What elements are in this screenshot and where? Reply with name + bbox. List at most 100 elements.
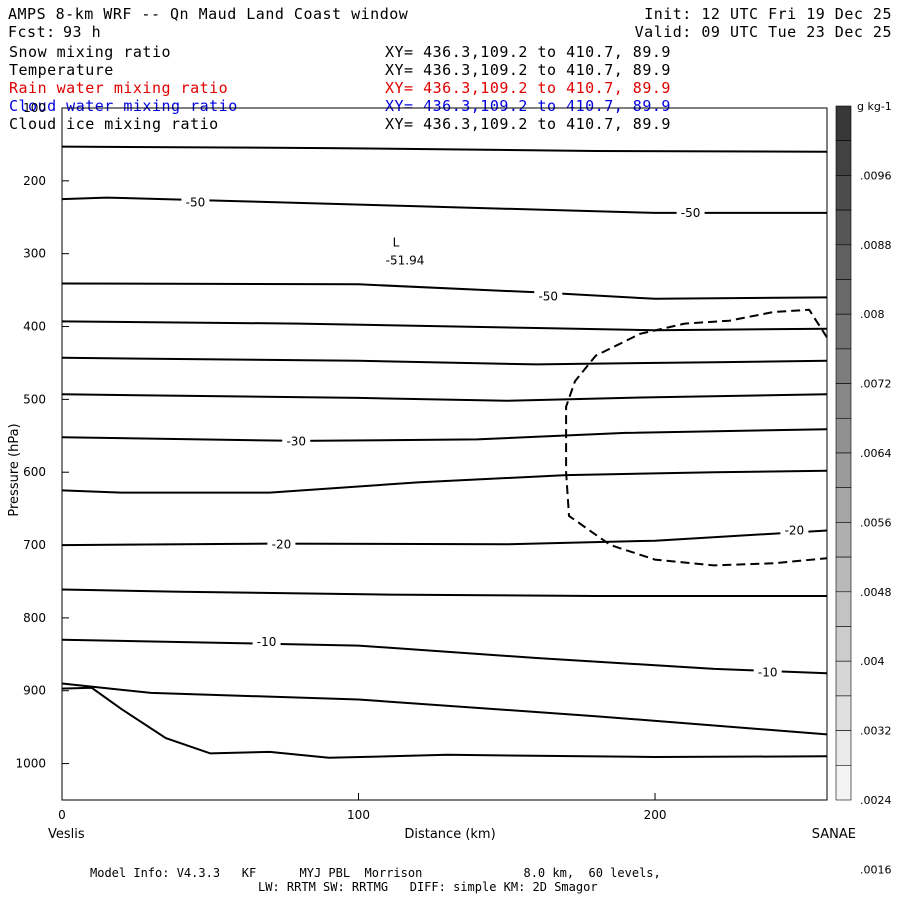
colorbar-label: .0096 (860, 169, 892, 182)
low-marker-symbol: L (393, 235, 400, 249)
y-tick-label: 800 (23, 611, 46, 625)
y-tick-label: 600 (23, 465, 46, 479)
colorbar-label: .0016 (860, 863, 892, 876)
colorbar-segment (835, 383, 852, 419)
forecast-hours: 93 h (63, 23, 102, 41)
colorbar: .0096 .0088 .008 .0072 .0064 .0056 .0048 .004 .0… (835, 105, 892, 876)
x-axis-label: Distance (km) (404, 827, 495, 842)
colorbar-label: .0048 (860, 586, 892, 599)
colorbar-segment (835, 244, 852, 280)
x-tick-label: 200 (644, 808, 667, 822)
isotherm-label-bg (181, 194, 210, 209)
isotherm-line (61, 682, 828, 736)
low-marker-value: -51.94 (386, 253, 425, 267)
chart-title: AMPS 8-km WRF -- Qn Maud Land Coast wind… (8, 5, 409, 23)
isotherm-label: -10 (758, 666, 778, 680)
cloud-ice-contour (565, 308, 828, 567)
isotherm-label: -50 (186, 196, 206, 210)
field-name: Snow mixing ratio (9, 43, 172, 61)
isotherm-line (61, 196, 827, 214)
colorbar-segment (835, 105, 852, 142)
x-end-left-label: Veslis (48, 827, 85, 842)
x-tick-label: 0 (58, 808, 66, 822)
isotherm-label-bg (267, 536, 296, 551)
isotherm-label: -20 (272, 537, 292, 551)
colorbar-unit: g kg-1 (857, 100, 892, 113)
colorbar-label: .0056 (860, 516, 892, 529)
isotherm-line (61, 469, 828, 494)
colorbar-segment (835, 487, 852, 523)
field-name: Cloud water mixing ratio (9, 97, 238, 115)
isotherm-line (61, 588, 827, 597)
field-xy-range: XY= 436.3,109.2 to 410.7, 89.9 (385, 97, 671, 115)
y-tick-label: 400 (23, 320, 46, 334)
isotherm-line (61, 638, 828, 675)
model-info-line2: LW: RRTM SW: RRTMG DIFF: simple KM: 2D S… (258, 880, 598, 894)
colorbar-segment (835, 764, 852, 801)
isotherm-label: -50 (538, 290, 558, 304)
field-xy-range: XY= 436.3,109.2 to 410.7, 89.9 (385, 79, 671, 97)
isotherm-label-bg (676, 204, 705, 219)
isotherm-label: -50 (681, 206, 701, 220)
colorbar-segment (835, 209, 852, 246)
colorbar-segment (835, 140, 852, 176)
field-xy-range: XY= 436.3,109.2 to 410.7, 89.9 (385, 115, 671, 133)
isotherm-label-bg (753, 664, 782, 679)
isotherm-label: -20 (785, 523, 805, 537)
colorbar-label: .0032 (860, 725, 892, 738)
colorbar-segment (835, 730, 852, 766)
field-name: Rain water mixing ratio (9, 79, 229, 97)
colorbar-label: .008 (860, 308, 885, 321)
colorbar-label: .0064 (860, 447, 892, 460)
isotherm-label-bg (534, 288, 563, 303)
colorbar-label: .004 (860, 655, 885, 668)
colorbar-segment (835, 591, 852, 627)
colorbar-segment (835, 695, 852, 731)
x-end-right-label: SANAE (812, 827, 856, 842)
colorbar-segment (835, 348, 852, 384)
isotherm-line (61, 686, 828, 759)
isotherm-label: -30 (286, 435, 306, 449)
colorbar-segment (835, 556, 852, 593)
field-name: Cloud ice mixing ratio (9, 115, 219, 133)
x-tick-label: 100 (347, 808, 370, 822)
isotherm-line (61, 282, 828, 300)
colorbar-segment (835, 522, 852, 558)
isotherm-line (61, 393, 828, 402)
y-tick-label: 1000 (15, 757, 46, 771)
colorbar-segment (835, 313, 852, 350)
model-info-line1: Model Info: V4.3.3 KF MYJ PBL Morrison 8… (90, 866, 661, 880)
isotherm-label-bg (282, 433, 311, 448)
isotherm-line (61, 320, 828, 332)
colorbar-segment (835, 660, 852, 697)
colorbar-segment (835, 417, 852, 454)
colorbar-label: .0088 (860, 239, 892, 252)
y-tick-label: 100 (23, 101, 46, 115)
y-tick-label: 300 (23, 247, 46, 261)
isotherm-group: -50 -50 -50 -30 -20 -20 -10 -10 (61, 145, 828, 759)
colorbar-segment (835, 626, 852, 662)
isotherm-label-bg (252, 633, 281, 648)
axis-ticks-group: 100 200 300 400 500 600 700 800 900 1000 0 100 200 (15, 101, 666, 822)
y-tick-label: 500 (23, 392, 46, 406)
isotherm-label: -10 (257, 635, 277, 649)
isotherm-line (61, 356, 828, 366)
isotherm-line (61, 529, 828, 547)
field-xy-range: XY= 436.3,109.2 to 410.7, 89.9 (385, 61, 671, 79)
cloud-ice-group (565, 308, 828, 567)
colorbar-segment (835, 279, 852, 315)
field-name: Temperature (9, 61, 114, 79)
forecast-label: Fcst: (8, 23, 56, 41)
field-xy-range: XY= 436.3,109.2 to 410.7, 89.9 (385, 43, 671, 61)
y-tick-label: 700 (23, 538, 46, 552)
init-time: Init: 12 UTC Fri 19 Dec 25 (644, 5, 892, 23)
plot-frame (61, 107, 828, 801)
valid-time: Valid: 09 UTC Tue 23 Dec 25 (634, 23, 892, 41)
isotherm-line (61, 145, 828, 153)
colorbar-label: .0072 (860, 378, 892, 391)
isotherm-line (61, 428, 828, 442)
colorbar-segment (835, 175, 852, 211)
y-tick-label: 200 (23, 174, 46, 188)
y-axis-label: Pressure (hPa) (7, 423, 22, 516)
